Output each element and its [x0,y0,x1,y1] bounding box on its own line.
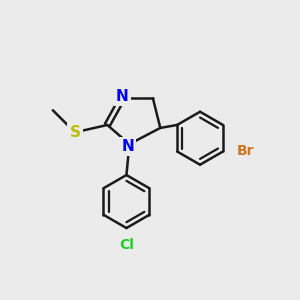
Text: Cl: Cl [119,238,134,252]
Text: Br: Br [236,145,254,158]
Text: S: S [69,125,80,140]
Text: N: N [122,139,134,154]
Text: N: N [116,88,128,104]
